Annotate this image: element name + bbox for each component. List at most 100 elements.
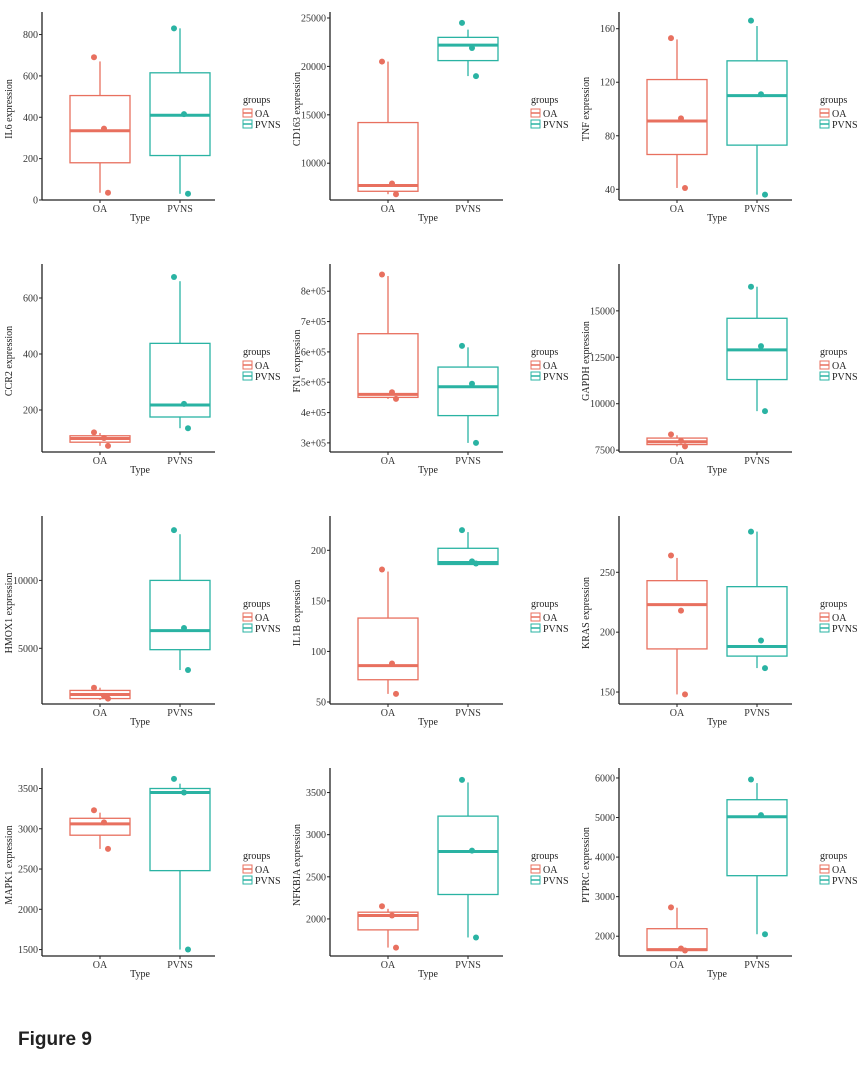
data-point (668, 35, 674, 42)
box-iqr (149, 579, 211, 651)
y-tick-label: 0 (33, 196, 38, 207)
x-tick-label: OA (93, 708, 108, 719)
figure-panels: 0 200 400 600 800 OA PVNS Type IL6 expression gro… (0, 12, 865, 1008)
x-axis-title: Type (418, 969, 438, 980)
data-point (393, 944, 399, 951)
y-tick-label: 20000 (301, 62, 326, 73)
y-axis-title: GAPDH expression (581, 321, 592, 401)
boxplot-panel-hmox1: 5000 10000 OA PVNS Type HMOX1 expression group… (0, 504, 288, 756)
y-tick-label: 25000 (301, 14, 326, 25)
box-oa (646, 35, 708, 191)
y-axis-title: CCR2 expression (4, 326, 15, 396)
x-tick-label: PVNS (167, 456, 193, 467)
legend-title: groups (820, 347, 847, 358)
box-pvns (437, 342, 499, 446)
y-tick-label: 2500 (306, 872, 326, 883)
x-tick-label: OA (670, 456, 685, 467)
data-point (379, 566, 385, 573)
y-tick-label: 120 (600, 78, 615, 89)
y-tick-label: 2500 (18, 865, 38, 876)
y-tick-label: 5e+05 (301, 378, 326, 389)
data-point (389, 180, 395, 187)
y-tick-label: 7e+05 (301, 317, 326, 328)
legend-label-pvns: PVNS (543, 120, 569, 131)
x-axis-title: Type (130, 717, 150, 728)
box-iqr (357, 121, 419, 192)
box-oa (357, 903, 419, 951)
legend-label-pvns: PVNS (832, 876, 858, 887)
box-oa (69, 429, 131, 449)
data-point (678, 607, 684, 614)
box-pvns (149, 25, 211, 197)
data-point (185, 190, 191, 197)
boxplot-panel-ccr2: 200 400 600 OA PVNS Type CCR2 expression groups… (0, 252, 288, 504)
data-point (91, 684, 97, 691)
x-axis-title: Type (707, 465, 727, 476)
y-tick-label: 1500 (18, 945, 38, 956)
legend-title: groups (820, 599, 847, 610)
y-tick-label: 4e+05 (301, 408, 326, 419)
x-axis-title: Type (707, 717, 727, 728)
boxplot-panel-ptprc: 2000 3000 4000 5000 6000 OA PVNS Type PTPRC expr… (577, 756, 865, 1008)
legend-label-oa: OA (543, 613, 558, 624)
box-oa (69, 807, 131, 852)
box-pvns (149, 274, 211, 432)
y-tick-label: 80 (605, 131, 615, 142)
boxplot-panel-kras: 150 200 250 OA PVNS Type KRAS expression groups… (577, 504, 865, 756)
data-point (682, 443, 688, 450)
y-tick-label: 3500 (18, 784, 38, 795)
data-point (105, 695, 111, 702)
box-iqr (437, 36, 499, 62)
x-tick-label: PVNS (455, 456, 481, 467)
box-oa (357, 271, 419, 402)
legend-label-pvns: PVNS (832, 372, 858, 383)
y-tick-label: 160 (600, 24, 615, 35)
x-tick-label: PVNS (744, 960, 770, 971)
legend-label-oa: OA (832, 109, 847, 120)
x-axis-title: Type (418, 213, 438, 224)
y-tick-label: 12500 (590, 353, 615, 364)
data-point (678, 437, 684, 444)
box-iqr (437, 815, 499, 896)
box-oa (646, 904, 708, 954)
data-point (682, 691, 688, 698)
y-tick-label: 15000 (301, 110, 326, 121)
y-tick-label: 2000 (18, 905, 38, 916)
data-point (748, 17, 754, 24)
x-tick-label: OA (381, 708, 396, 719)
data-point (389, 389, 395, 396)
box-iqr (726, 586, 788, 657)
boxplot-panel-gapdh: 7500 10000 12500 15000 OA PVNS Type GAPDH expre… (577, 252, 865, 504)
legend-label-oa: OA (543, 109, 558, 120)
y-axis-title: KRAS expression (581, 577, 592, 649)
box-iqr (69, 817, 131, 836)
y-tick-label: 400 (23, 113, 38, 124)
y-tick-label: 200 (23, 406, 38, 417)
x-axis-title: Type (130, 213, 150, 224)
data-point (181, 624, 187, 631)
y-axis-title: IL6 expression (4, 79, 15, 139)
box-pvns (149, 775, 211, 953)
x-tick-label: PVNS (744, 708, 770, 719)
data-point (379, 58, 385, 65)
data-point (459, 19, 465, 26)
box-pvns (726, 776, 788, 938)
x-tick-label: PVNS (744, 204, 770, 215)
legend-label-pvns: PVNS (255, 120, 281, 131)
x-tick-label: OA (93, 204, 108, 215)
x-axis-title: Type (707, 213, 727, 224)
legend-label-oa: OA (255, 109, 270, 120)
x-tick-label: OA (381, 456, 396, 467)
y-tick-label: 200 (311, 546, 326, 557)
data-point (469, 847, 475, 854)
box-pvns (437, 527, 499, 567)
box-oa (646, 431, 708, 450)
legend-title: groups (243, 95, 270, 106)
